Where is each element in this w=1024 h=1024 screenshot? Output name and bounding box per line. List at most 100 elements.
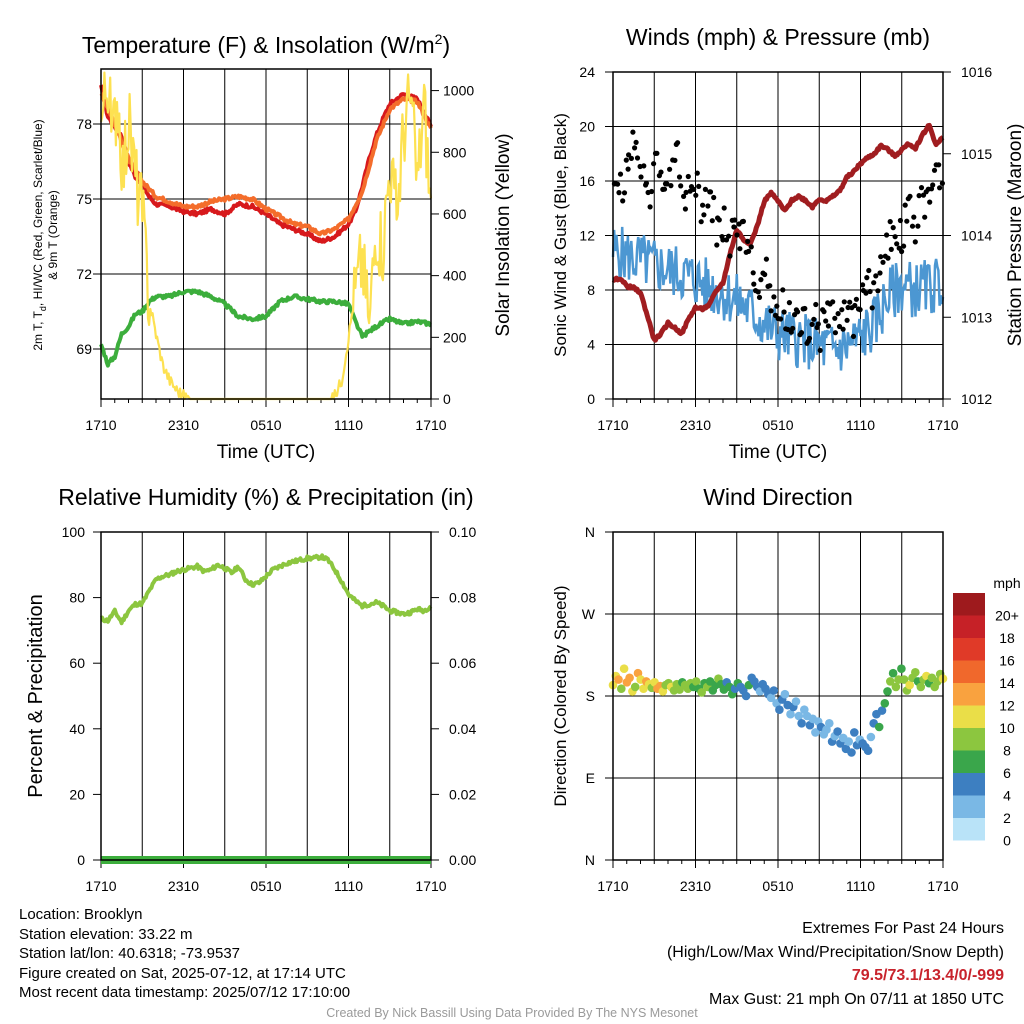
x-tick-label: 1710 xyxy=(415,878,446,894)
y-tick-label-left: 24 xyxy=(579,64,595,80)
direction-point xyxy=(874,722,884,732)
gust-point xyxy=(643,180,650,186)
gust-point xyxy=(778,316,784,322)
gust-point xyxy=(780,287,786,293)
gust-point xyxy=(633,139,639,145)
colorbar-label: 12 xyxy=(999,697,1015,713)
y-tick-label-right: 1016 xyxy=(961,64,992,80)
direction-point xyxy=(877,706,887,715)
x-tick-label: 1110 xyxy=(334,417,363,433)
y-tick-label-right: 0.10 xyxy=(449,524,476,540)
plot-border xyxy=(612,71,944,400)
gust-point xyxy=(696,183,702,189)
gust-point xyxy=(623,157,629,163)
y-tick-label-right: 0.02 xyxy=(449,786,476,802)
gust-point xyxy=(651,161,657,167)
series-line-9m-t xyxy=(99,91,433,237)
gust-point xyxy=(809,321,815,327)
gust-point xyxy=(790,325,796,331)
latlon-text: Station lat/lon: 40.6318; -73.9537 xyxy=(19,945,241,962)
direction-point xyxy=(897,664,906,673)
y-tick-label-right: 1014 xyxy=(961,228,992,244)
direction-point xyxy=(625,673,634,683)
recent-text: Most recent data timestamp: 2025/07/12 1… xyxy=(19,984,351,1001)
direction-point xyxy=(905,680,914,690)
gust-point xyxy=(786,300,793,306)
gust-point xyxy=(767,283,773,289)
gust-point xyxy=(830,299,836,305)
gust-point xyxy=(811,316,817,322)
x-tick-label: 1710 xyxy=(927,878,958,894)
gust-point xyxy=(737,246,743,252)
y-axis-label-left: Sonic Wind & Gust (Blue, Black) xyxy=(551,113,570,357)
direction-point xyxy=(880,699,890,708)
x-tick-label: 0510 xyxy=(250,878,281,894)
gust-point xyxy=(678,183,684,189)
gust-point xyxy=(884,232,890,238)
gust-point xyxy=(873,273,879,279)
gust-point xyxy=(937,185,943,191)
y-axis-label-right: Station Pressure (Maroon) xyxy=(1005,124,1024,347)
direction-point xyxy=(794,711,804,721)
x-tick-label: 2310 xyxy=(680,417,711,433)
direction-point xyxy=(786,709,795,719)
gust-point xyxy=(892,234,898,240)
gust-point xyxy=(866,267,872,274)
gust-point xyxy=(634,155,641,161)
x-tick-label: 1710 xyxy=(597,878,628,894)
y-tick-label-right: 0.00 xyxy=(449,852,476,868)
y-axis-label-left: Direction (Colored By Speed) xyxy=(551,585,570,806)
gust-point xyxy=(740,218,747,224)
gust-point xyxy=(880,259,886,265)
gust-point xyxy=(758,277,764,283)
gust-point xyxy=(698,219,704,225)
gust-point xyxy=(691,186,697,192)
x-tick-label: 2310 xyxy=(168,417,199,433)
gust-point xyxy=(909,223,916,229)
gust-point xyxy=(705,203,711,209)
gust-point xyxy=(878,254,884,260)
gust-point xyxy=(844,317,850,323)
y-tick-label-right: 0.06 xyxy=(449,655,476,671)
y-tick-label-left: 20 xyxy=(579,119,595,135)
gust-point xyxy=(845,304,851,311)
gust-point xyxy=(894,241,900,247)
direction-point xyxy=(617,684,626,693)
direction-point xyxy=(691,677,701,686)
gust-point xyxy=(936,162,942,168)
gust-point xyxy=(907,193,913,199)
y-tick-label-left: 78 xyxy=(76,116,92,132)
colorbar-swatch xyxy=(953,818,985,841)
y-tick-label-right: 600 xyxy=(443,206,467,222)
y-tick-label-right: 1013 xyxy=(961,309,992,325)
colorbar-label: 20+ xyxy=(995,607,1019,623)
y-tick-label-left: 0 xyxy=(77,852,85,868)
y-tick-label-left: 80 xyxy=(69,590,85,606)
gust-point xyxy=(630,129,636,135)
panel-title: Winds (mph) & Pressure (mb) xyxy=(626,24,930,50)
gust-point xyxy=(755,289,761,295)
panel-1 xyxy=(93,68,439,407)
gust-point xyxy=(647,204,653,210)
colorbar-swatch xyxy=(953,795,985,818)
gust-point xyxy=(867,288,873,295)
gust-point xyxy=(745,238,751,244)
gust-point xyxy=(857,307,863,313)
gust-point xyxy=(727,253,733,259)
gust-point xyxy=(930,182,936,188)
direction-point xyxy=(630,682,640,692)
series-line-sonic-wind xyxy=(611,226,945,371)
gust-point xyxy=(620,198,626,204)
direction-point xyxy=(847,748,856,757)
gust-point xyxy=(682,206,689,212)
y-tick-label-left: 16 xyxy=(579,173,595,189)
gust-point xyxy=(871,280,877,286)
gust-point xyxy=(806,335,813,341)
direction-point xyxy=(891,682,901,692)
direction-point xyxy=(811,728,820,737)
gust-point xyxy=(615,181,621,187)
gust-point xyxy=(681,193,687,199)
x-tick-label: 1110 xyxy=(334,878,363,894)
max-gust-text: Max Gust: 21 mph On 07/11 at 1850 UTC xyxy=(709,990,1004,1008)
gust-point xyxy=(887,219,893,225)
